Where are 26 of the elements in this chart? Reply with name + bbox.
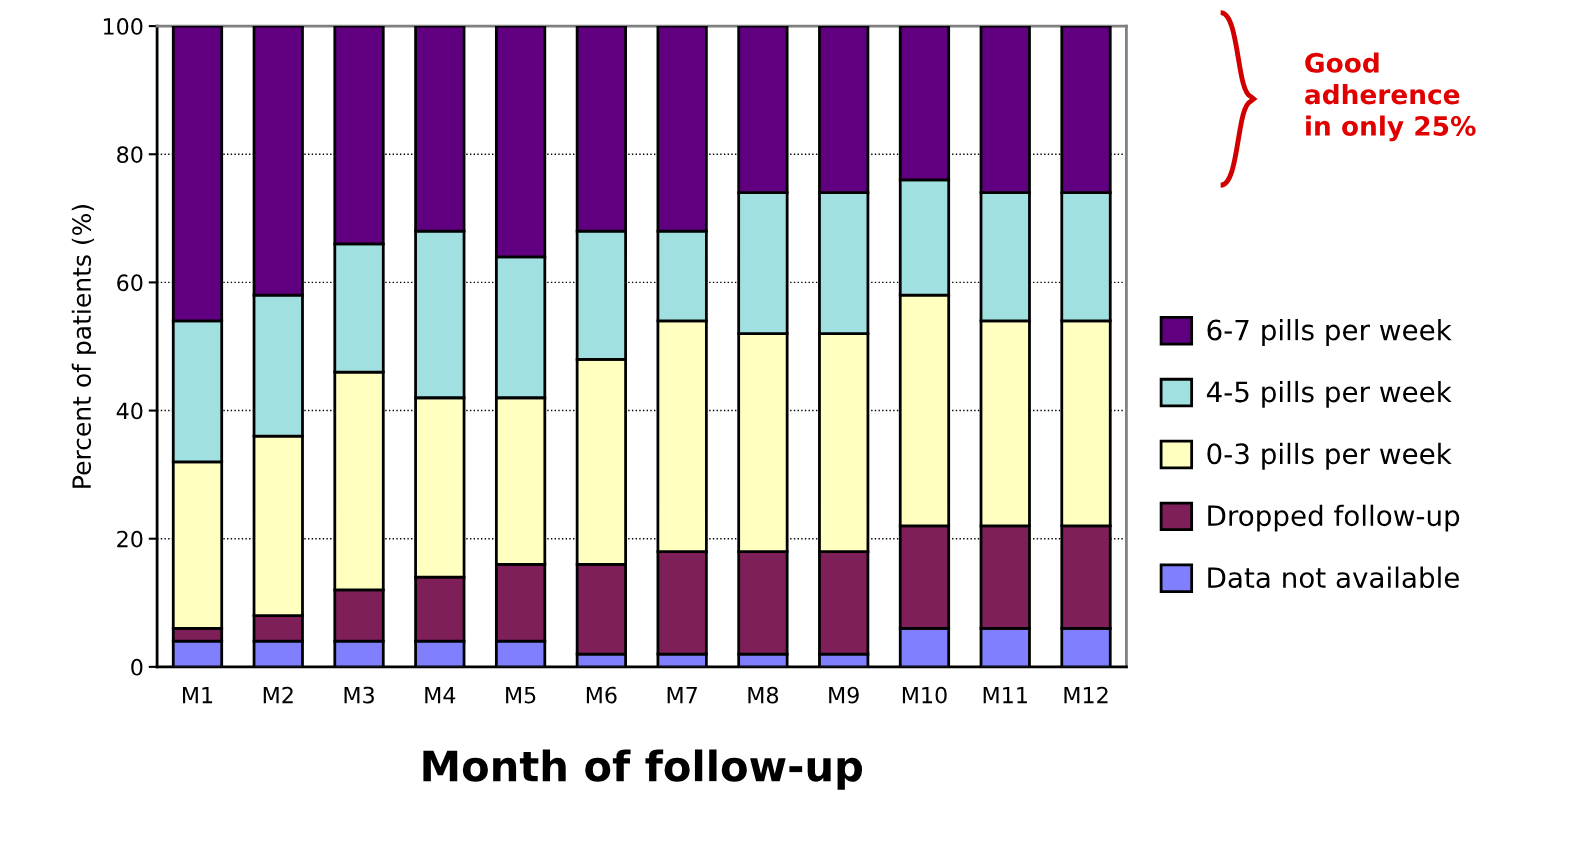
y-tick-label: 0 — [131, 658, 143, 676]
y-tick-label: 60 — [117, 274, 143, 292]
y-tick-label: 20 — [117, 530, 143, 548]
x-tick-label: M8 — [748, 686, 779, 704]
legend-label: 4-5 pills per week — [1206, 380, 1452, 408]
x-tick-label: M10 — [902, 686, 947, 704]
legend-label: Data not available — [1208, 566, 1459, 589]
x-tick-label: M9 — [829, 686, 859, 704]
x-tick-label: M12 — [1064, 686, 1108, 704]
text: Good adherence in only 25% — [1305, 52, 1476, 142]
y-tick-label: 80 — [117, 146, 143, 164]
y-tick-label: 100 — [103, 18, 143, 35]
legend-label: 6-7 pills per week — [1207, 319, 1452, 346]
x-tick-label: M11 — [983, 686, 1027, 704]
x-tick-label: M1 — [183, 686, 213, 704]
x-tick-label: M6 — [586, 686, 617, 704]
legend-label: 0-3 pills per week — [1207, 442, 1452, 470]
x-tick-label: M4 — [425, 686, 456, 704]
y-axis-title: Percent of patients (%) — [71, 205, 96, 488]
y-tick-label: 40 — [116, 402, 143, 420]
legend-label: Dropped follow-up — [1208, 504, 1460, 532]
x-tick-label: M7 — [667, 686, 697, 704]
x-tick-label: M2 — [263, 686, 293, 704]
x-axis-title: Month of follow-up — [423, 749, 863, 790]
x-tick-label: M5 — [506, 686, 536, 704]
x-tick-label: M3 — [344, 686, 374, 704]
